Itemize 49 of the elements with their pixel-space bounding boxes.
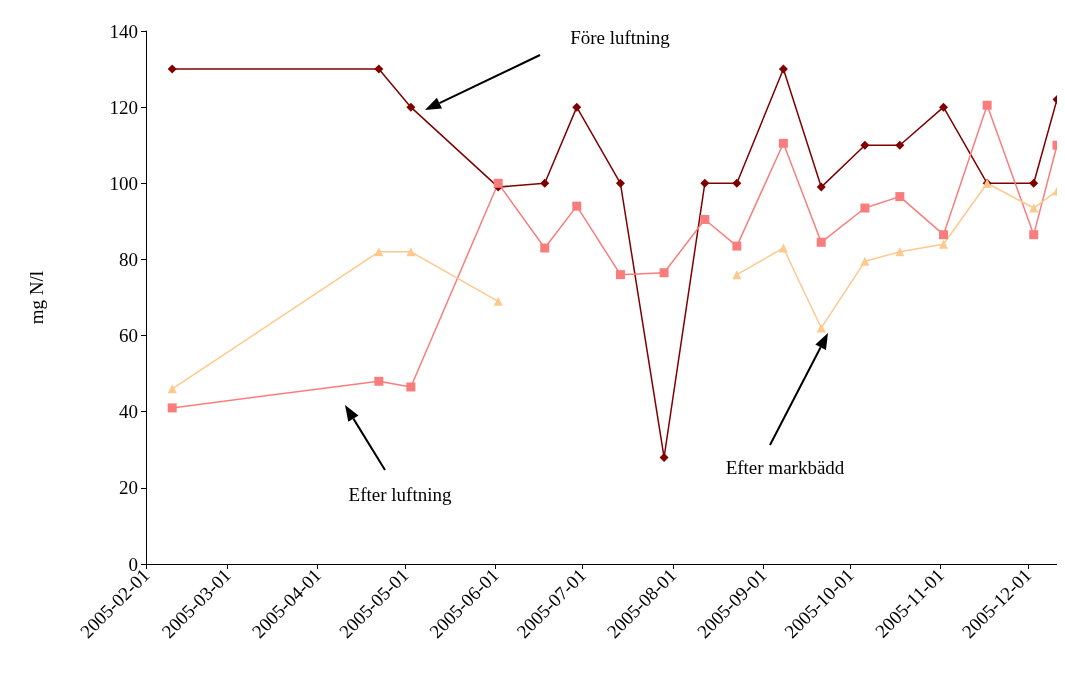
point: [860, 203, 870, 213]
y-axis-title: mg N/l: [26, 270, 47, 325]
point: [895, 192, 905, 202]
y-tick-label: 120: [109, 96, 138, 118]
point: [938, 102, 948, 112]
point: [572, 201, 582, 211]
point: [816, 182, 826, 192]
point: [700, 178, 710, 188]
point: [1029, 178, 1039, 188]
annotation: Efter markbädd: [725, 457, 845, 479]
point: [860, 140, 870, 150]
point: [167, 403, 177, 413]
point: [659, 268, 669, 278]
point: [732, 241, 742, 251]
point: [982, 100, 992, 110]
point: [895, 140, 905, 150]
y-tick-label: 80: [119, 248, 138, 270]
point: [493, 178, 503, 188]
y-tick-label: 140: [109, 20, 138, 42]
point: [778, 138, 788, 148]
point: [615, 178, 625, 188]
point: [1029, 203, 1039, 213]
point: [778, 64, 788, 74]
point: [860, 256, 870, 266]
point: [406, 102, 416, 112]
point: [540, 243, 550, 253]
point: [816, 237, 826, 247]
annotation: Före luftning: [570, 27, 671, 49]
point: [938, 239, 948, 249]
point: [615, 270, 625, 280]
point: [700, 214, 710, 224]
y-tick-label: 20: [119, 477, 138, 499]
y-tick-label: 60: [119, 325, 138, 347]
point: [732, 178, 742, 188]
y-tick-label: 0: [128, 553, 138, 575]
point: [732, 270, 742, 280]
y-tick-label: 40: [119, 401, 138, 423]
point: [540, 178, 550, 188]
point: [167, 64, 177, 74]
annotation: Efter luftning: [348, 484, 452, 506]
point: [778, 243, 788, 253]
point: [374, 376, 384, 386]
point: [572, 102, 582, 112]
y-tick-label: 100: [109, 172, 138, 194]
point: [406, 382, 416, 392]
point: [374, 64, 384, 74]
point: [1029, 230, 1039, 240]
point: [938, 230, 948, 240]
point: [493, 296, 503, 306]
